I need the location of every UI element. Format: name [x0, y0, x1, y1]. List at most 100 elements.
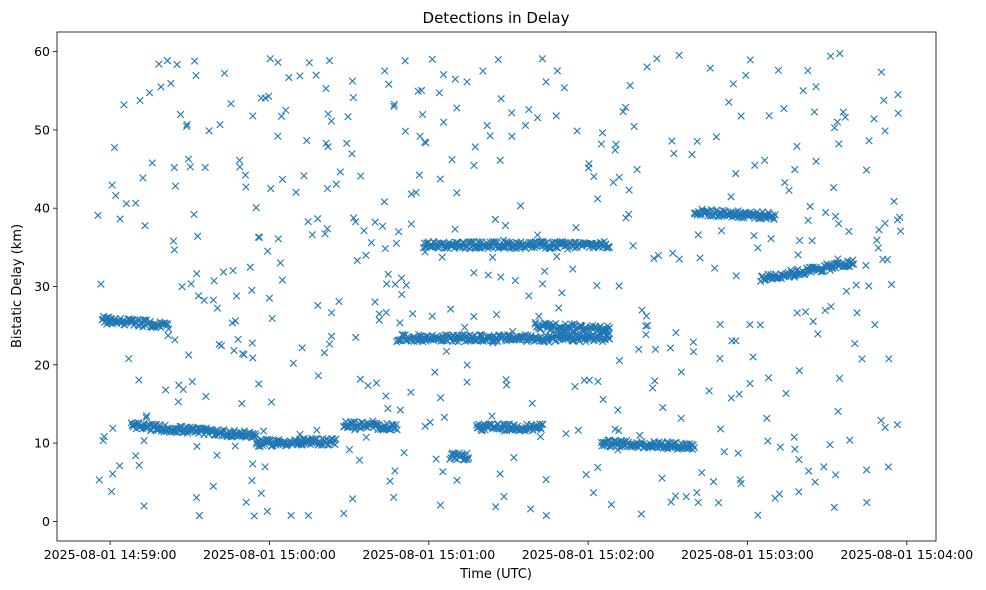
detection-point: [188, 378, 197, 386]
detection-point: [621, 103, 630, 112]
detection-point: [651, 345, 660, 354]
detection-point: [525, 292, 533, 300]
detection-point: [263, 247, 272, 255]
detection-point: [526, 505, 535, 513]
detection-point: [690, 443, 698, 452]
detection-point: [491, 503, 500, 511]
detection-point: [497, 273, 505, 281]
detection-point: [278, 276, 287, 284]
detection-point: [421, 422, 429, 430]
detection-point: [636, 431, 644, 440]
detection-point: [238, 399, 246, 408]
detection-point: [116, 215, 124, 223]
detection-point: [451, 225, 459, 233]
detection-point: [323, 184, 332, 193]
y-tick-label: 30: [34, 279, 50, 294]
detection-point: [184, 155, 193, 163]
detection-point: [622, 214, 630, 222]
detection-point: [735, 390, 743, 398]
detection-point: [654, 251, 663, 260]
detection-point: [740, 210, 749, 219]
detection-point: [145, 89, 154, 97]
detection-point: [219, 268, 228, 276]
detection-point: [629, 242, 637, 250]
detection-point: [241, 171, 250, 179]
detection-point: [438, 253, 446, 261]
detection-point: [287, 511, 295, 520]
detection-point: [771, 494, 779, 502]
detection-point: [108, 181, 116, 189]
detection-point: [122, 199, 131, 208]
detection-point: [470, 161, 478, 170]
detection-point: [734, 449, 742, 457]
detection-point: [95, 476, 103, 484]
detection-point: [232, 292, 241, 300]
detection-point: [714, 498, 723, 507]
detection-point: [108, 470, 117, 478]
detection-point: [255, 233, 264, 241]
detection-point: [488, 412, 496, 420]
detection-point: [407, 190, 416, 198]
detection-point: [234, 335, 242, 344]
detection-point: [791, 165, 799, 174]
detection-point: [372, 421, 380, 429]
detection-point: [642, 330, 650, 339]
detection-point: [277, 112, 286, 121]
detection-point: [688, 150, 696, 159]
detection-point: [268, 314, 276, 323]
detection-point: [598, 129, 607, 137]
detection-point: [672, 329, 680, 337]
detection-point: [140, 437, 148, 445]
detection-point: [732, 169, 740, 178]
detection-point: [894, 91, 902, 99]
detection-point: [440, 413, 449, 421]
detection-point: [677, 414, 685, 422]
detection-point: [460, 323, 469, 331]
detection-point: [502, 381, 511, 389]
detection-point: [349, 93, 358, 102]
detection-point: [791, 445, 799, 453]
detection-point: [862, 261, 870, 270]
detection-point: [609, 178, 618, 187]
detection-point: [669, 249, 677, 257]
detection-point: [192, 493, 201, 502]
detection-point: [378, 222, 387, 230]
detection-point: [276, 259, 285, 267]
detection-point: [525, 105, 533, 114]
detection-point: [259, 427, 268, 435]
detection-point: [877, 416, 885, 425]
detection-point: [625, 186, 633, 194]
detection-point: [112, 191, 120, 200]
detection-point: [391, 280, 399, 288]
detection-point: [256, 442, 264, 451]
detection-point: [486, 132, 494, 140]
detection-point: [584, 164, 593, 172]
detection-point: [428, 55, 436, 63]
detection-point: [386, 477, 394, 485]
detection-point: [782, 389, 790, 398]
detection-point: [574, 426, 583, 434]
detection-point: [163, 319, 171, 328]
detection-point: [670, 149, 678, 158]
detection-point: [858, 355, 866, 363]
detection-point: [407, 388, 415, 396]
detection-point: [97, 280, 105, 288]
detection-point: [528, 399, 536, 407]
detection-point: [304, 511, 313, 520]
detection-point: [171, 182, 180, 190]
detection-point: [836, 49, 844, 58]
detection-point: [249, 112, 257, 120]
detection-point: [436, 501, 445, 509]
detection-point: [435, 89, 444, 97]
detection-point: [371, 218, 379, 226]
detection-point: [265, 294, 274, 302]
detection-point: [142, 414, 150, 422]
detection-point: [164, 325, 173, 333]
detection-point: [393, 426, 401, 434]
detection-point: [167, 79, 175, 88]
detection-point: [249, 354, 257, 362]
detection-point: [593, 195, 602, 203]
detection-point: [412, 188, 420, 197]
x-tick-label: 2025-08-01 15:02:00: [522, 547, 655, 562]
y-tick-label: 50: [34, 122, 50, 137]
